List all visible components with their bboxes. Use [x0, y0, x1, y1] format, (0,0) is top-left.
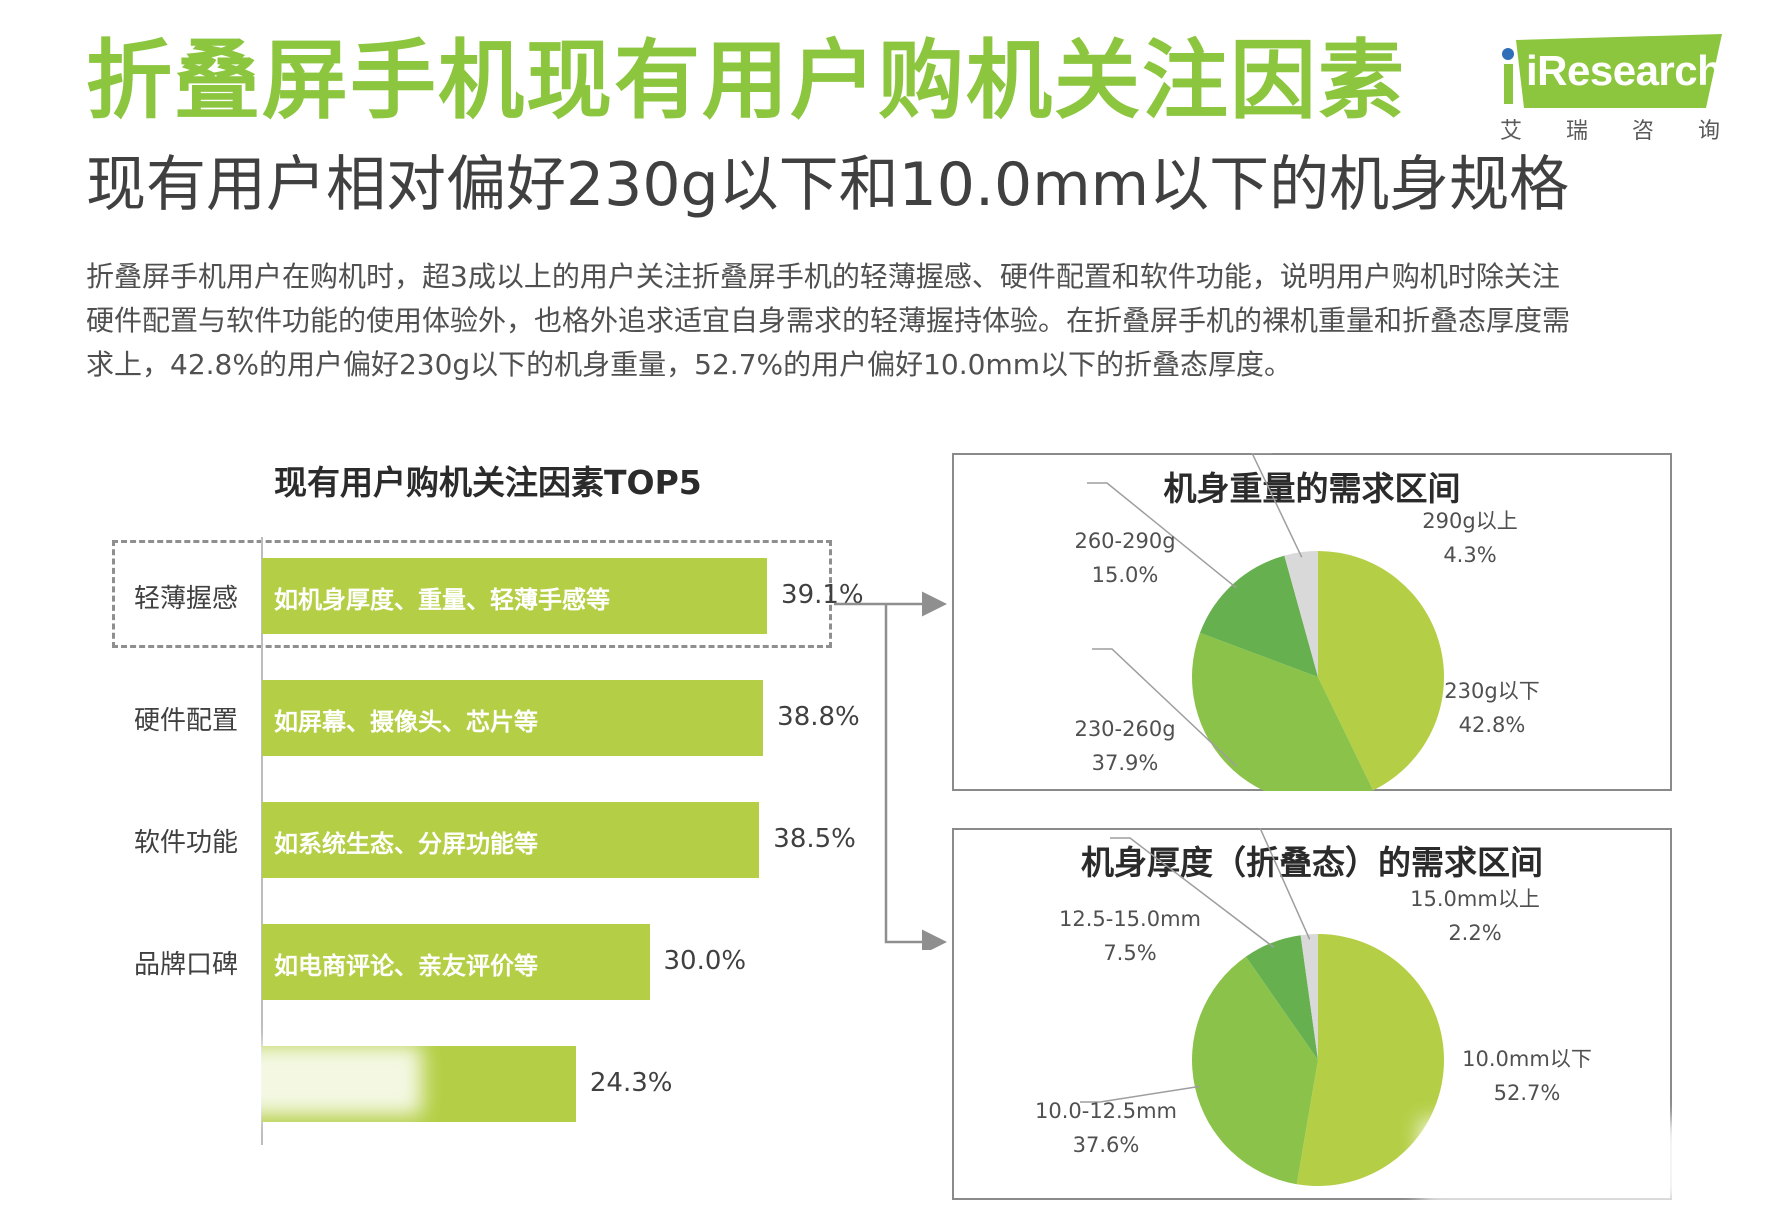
pie-slice: [1192, 632, 1374, 791]
pie2-label-10down: 10.0mm以下 52.7%: [1452, 1042, 1602, 1110]
blur-overlay: [112, 1045, 422, 1115]
pie1-label-260-290: 260-290g 15.0%: [1070, 524, 1180, 592]
highlight-box: [112, 540, 832, 648]
bar: [262, 558, 768, 634]
intro-paragraph: 折叠屏手机用户在购机时，超3成以上的用户关注折叠屏手机的轻薄握感、硬件配置和软件…: [86, 255, 1726, 387]
page-title: 折叠屏手机现有用户购机关注因素: [86, 31, 1406, 131]
leader-line: [1251, 453, 1303, 558]
leader-line: [1080, 1085, 1201, 1103]
pie-slice: [1300, 934, 1318, 1060]
connector-arrows: [834, 591, 947, 950]
pie2-label-10-12: 10.0-12.5mm 37.6%: [1026, 1094, 1186, 1162]
bar-chart-title: 现有用户购机关注因素TOP5: [274, 463, 702, 502]
pie-slice: [1192, 956, 1318, 1185]
slice-value: 7.5%: [1103, 941, 1157, 965]
slice-value: 37.6%: [1072, 1133, 1140, 1157]
slice-label: 12.5-15.0mm: [1058, 907, 1201, 931]
slice-label: 15.0mm以上: [1410, 887, 1540, 911]
bar-description: 如系统生态、分屏功能等: [274, 830, 538, 858]
weight-pie-chart: [1087, 453, 1445, 791]
category-label: 软件功能: [134, 828, 239, 858]
slice-value: 37.9%: [1091, 751, 1159, 775]
pie2-label-12-15: 12.5-15.0mm 7.5%: [1050, 902, 1210, 970]
logo-cn-text: 艾瑞咨询: [1500, 119, 1765, 144]
intro-line: 求上，42.8%的用户偏好230g以下的机身重量，52.7%的用户偏好10.0m…: [86, 348, 1293, 381]
slice-label: 10.0-12.5mm: [1034, 1099, 1177, 1123]
slice-value: 52.7%: [1493, 1081, 1561, 1105]
slice-label: 260-290g: [1074, 529, 1176, 553]
slice-value: 42.8%: [1458, 713, 1526, 737]
bar-value-label: 38.8%: [777, 702, 860, 732]
slice-label: 290g以上: [1422, 509, 1518, 533]
slice-label: 230g以下: [1444, 679, 1540, 703]
weight-pie-title: 机身重量的需求区间: [1163, 469, 1461, 508]
slice-value: 15.0%: [1091, 563, 1159, 587]
iresearch-logo-shape: [1502, 34, 1722, 108]
pie-slice: [1296, 934, 1444, 1186]
leader-line: [1092, 648, 1238, 768]
slice-value: 2.2%: [1448, 921, 1502, 945]
pie1-label-290up: 290g以上 4.3%: [1410, 504, 1530, 572]
category-label: 硬件配置: [134, 706, 239, 736]
leader-line: [1110, 837, 1275, 948]
pie2-label-15up: 15.0mm以上 2.2%: [1400, 882, 1550, 950]
category-label: 品牌口碑: [134, 950, 239, 980]
bar-value-label: 38.5%: [773, 824, 856, 854]
leader-line: [1087, 482, 1237, 589]
page-subtitle: 现有用户相对偏好230g以下和10.0mm以下的机身规格: [86, 150, 1570, 220]
bar: [262, 680, 764, 756]
slice-label: 230-260g: [1074, 717, 1176, 741]
intro-line: 折叠屏手机用户在购机时，超3成以上的用户关注折叠屏手机的轻薄握感、硬件配置和软件…: [86, 260, 1560, 293]
pie-slice: [1245, 935, 1318, 1060]
blur-overlay: [1420, 1120, 1784, 1206]
logo-wordmark: iResearch: [1526, 47, 1723, 94]
thickness-pie-title: 机身厚度（折叠态）的需求区间: [1081, 843, 1543, 882]
slice-label: 10.0mm以下: [1462, 1047, 1592, 1071]
intro-line: 硬件配置与软件功能的使用体验外，也格外追求适宜自身需求的轻薄握持体验。在折叠屏手…: [86, 304, 1571, 337]
bar-description: 如屏幕、摄像头、芯片等: [274, 708, 538, 736]
thickness-pie-chart: [1080, 828, 1444, 1186]
bar-description: 如电商评论、亲友评价等: [274, 952, 538, 980]
bar-value-label: 24.3%: [589, 1068, 673, 1098]
pie-slice: [1284, 551, 1318, 677]
bar-description: 如机身厚度、重量、轻薄手感等: [274, 586, 610, 614]
bar: [262, 802, 760, 878]
pie1-label-230-260: 230-260g 37.9%: [1070, 712, 1180, 780]
bar: [262, 924, 650, 1000]
bar-value-label: 30.0%: [663, 946, 747, 976]
pie-slice: [1318, 551, 1445, 791]
slice-value: 4.3%: [1443, 543, 1497, 567]
pie1-label-230down: 230g以下 42.8%: [1432, 674, 1552, 742]
pie-slice: [1199, 555, 1318, 677]
leader-line: [1259, 828, 1311, 940]
category-label: 轻薄握感: [134, 584, 239, 614]
